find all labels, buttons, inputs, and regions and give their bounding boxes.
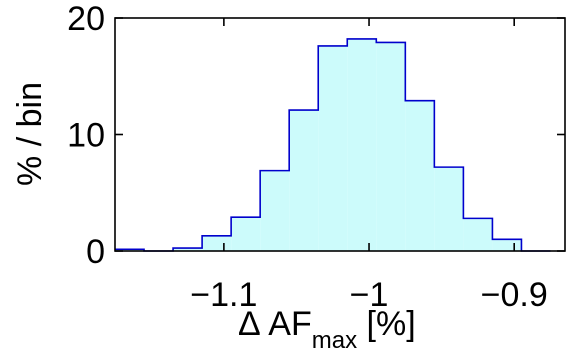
histogram-bar xyxy=(376,42,406,251)
x-axis-label: Δ AFmax [%] xyxy=(238,305,416,352)
y-tick-label: 20 xyxy=(67,0,105,38)
x-tick-label: −0.9 xyxy=(481,276,548,314)
histogram-bar xyxy=(492,239,522,251)
axis-ticks xyxy=(115,17,565,252)
histogram-bar xyxy=(231,217,261,251)
x-axis-label-prefix: Δ AF xyxy=(238,305,312,343)
histogram-bar xyxy=(260,170,290,251)
y-tick-label: 0 xyxy=(86,233,105,271)
histogram-bar xyxy=(202,235,232,251)
x-axis-label-subscript: max xyxy=(312,327,357,352)
y-axis-label: % / bin xyxy=(11,82,49,186)
histogram-outline-layer xyxy=(115,38,551,252)
histogram-bar xyxy=(347,38,377,251)
histogram-bar xyxy=(289,110,319,251)
histogram-bar xyxy=(173,248,203,251)
histogram-bars xyxy=(115,38,522,252)
x-tick-labels: −1.1 −1 −0.9 xyxy=(190,276,547,314)
histogram-bar xyxy=(115,249,145,251)
histogram-bar xyxy=(463,218,493,251)
histogram-bar xyxy=(434,167,464,251)
y-tick-label: 10 xyxy=(67,117,105,155)
histogram-outline xyxy=(115,38,551,252)
x-tick-label: −1.1 xyxy=(190,276,257,314)
x-tick-label: −1 xyxy=(350,276,389,314)
histogram-bar xyxy=(318,45,348,252)
histogram-bar xyxy=(405,100,435,251)
x-axis-label-suffix: [%] xyxy=(357,305,416,343)
y-tick-labels: 0 10 20 xyxy=(67,0,105,271)
